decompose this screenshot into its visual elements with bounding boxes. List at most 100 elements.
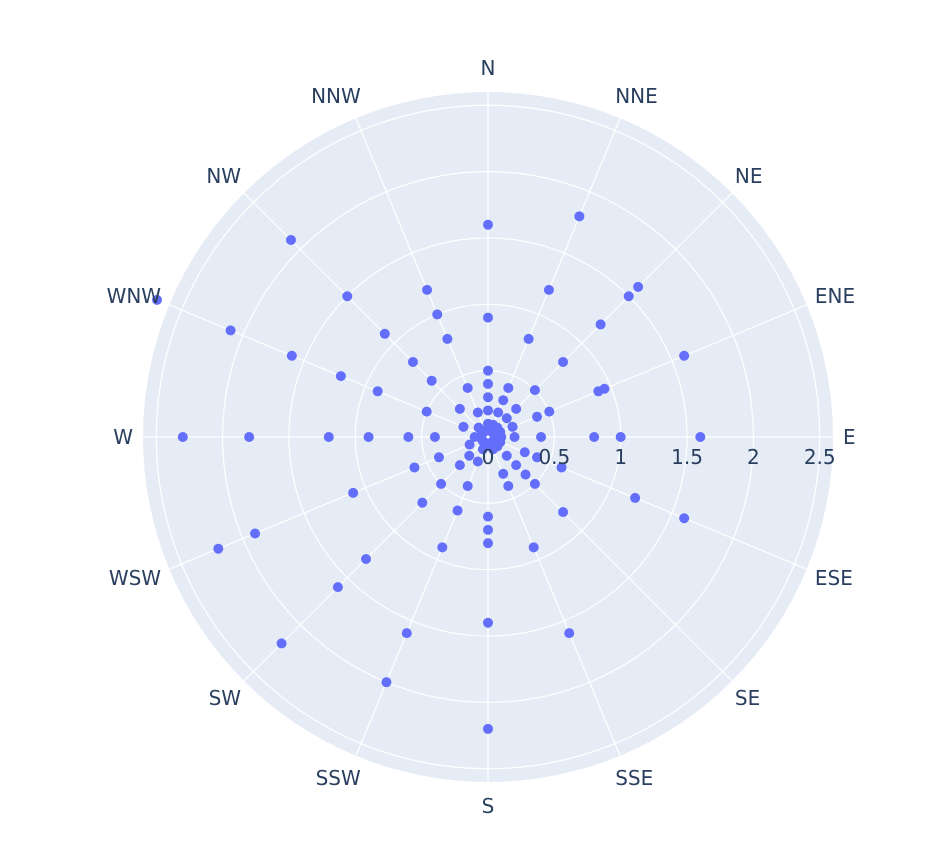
data-point <box>458 421 469 432</box>
data-point <box>250 528 261 539</box>
data-point <box>379 328 390 339</box>
data-point <box>589 432 600 442</box>
direction-label: N <box>481 56 496 80</box>
data-point <box>335 371 346 382</box>
angular-grid-line <box>487 192 733 438</box>
data-point <box>477 444 488 455</box>
data-point <box>695 432 706 442</box>
data-point <box>529 478 540 489</box>
radial-tick-label: 2.5 <box>804 445 836 469</box>
data-point <box>348 487 359 498</box>
data-point <box>483 617 493 628</box>
data-point <box>177 432 188 442</box>
data-point <box>503 481 514 492</box>
data-point <box>407 356 418 367</box>
data-point <box>595 319 606 330</box>
direction-label: WNW <box>107 284 162 308</box>
data-point <box>276 638 287 649</box>
data-point <box>152 294 163 305</box>
data-point <box>285 234 296 245</box>
angular-grid-line <box>169 304 489 438</box>
angular-grid-line <box>243 192 489 438</box>
data-point <box>503 382 514 393</box>
data-point <box>454 460 465 471</box>
direction-label: E <box>843 425 856 449</box>
data-point <box>342 291 353 302</box>
data-point <box>544 406 555 417</box>
data-point <box>501 413 512 424</box>
data-point <box>558 507 569 518</box>
data-point <box>543 284 554 295</box>
direction-label: WSW <box>109 566 161 590</box>
data-point <box>556 462 567 473</box>
data-point <box>426 375 437 386</box>
data-point <box>381 677 392 688</box>
data-point <box>520 469 531 480</box>
direction-label: NW <box>206 164 241 188</box>
data-point <box>574 211 585 222</box>
data-point <box>432 309 443 320</box>
direction-label: SSW <box>316 766 361 790</box>
data-point <box>462 382 473 393</box>
data-point <box>213 543 224 554</box>
direction-label: SW <box>209 686 242 710</box>
direction-label: ENE <box>815 284 855 308</box>
data-point <box>507 421 518 432</box>
data-point <box>372 386 383 397</box>
direction-label: S <box>482 794 495 818</box>
data-point <box>422 284 433 295</box>
data-point <box>564 628 575 639</box>
direction-label: SE <box>735 686 760 710</box>
data-point <box>532 452 543 463</box>
data-point <box>454 403 465 414</box>
direction-label: ESE <box>815 566 853 590</box>
data-point <box>529 385 540 396</box>
data-point <box>498 395 509 406</box>
direction-label: NNE <box>615 84 658 108</box>
data-point <box>599 383 610 394</box>
data-point <box>498 468 509 479</box>
data-point <box>442 333 453 344</box>
data-point <box>332 582 343 593</box>
data-point <box>483 538 493 549</box>
data-point <box>417 497 428 508</box>
radial-tick-label: 1 <box>614 445 627 469</box>
data-point <box>464 439 475 450</box>
data-point <box>472 407 483 418</box>
data-point <box>523 333 534 344</box>
data-point <box>429 432 440 442</box>
data-point <box>483 392 493 403</box>
radial-tick-label: 2 <box>747 445 760 469</box>
data-point <box>558 356 569 367</box>
data-point <box>286 350 297 361</box>
data-point <box>225 325 236 336</box>
data-point <box>403 432 414 442</box>
radial-tick-label: 0 <box>482 445 495 469</box>
data-point <box>361 553 372 564</box>
data-point <box>615 432 626 442</box>
data-point <box>519 447 530 458</box>
data-point <box>630 492 641 503</box>
direction-label: NNW <box>311 84 361 108</box>
data-point <box>452 505 463 516</box>
data-point <box>483 524 493 535</box>
data-point <box>623 291 634 302</box>
data-point <box>323 432 334 442</box>
data-point <box>493 407 504 418</box>
direction-label: SSE <box>615 766 653 790</box>
data-point <box>633 281 644 292</box>
data-point <box>421 406 432 417</box>
data-point <box>462 481 473 492</box>
radial-tick-label: 0.5 <box>538 445 570 469</box>
data-point <box>679 350 690 361</box>
data-point <box>532 411 543 422</box>
data-point <box>472 456 483 467</box>
data-point <box>433 452 444 463</box>
data-point <box>480 425 491 436</box>
data-point <box>483 365 493 376</box>
data-point <box>483 312 493 323</box>
data-point <box>483 405 493 416</box>
radial-tick-label: 1.5 <box>671 445 703 469</box>
data-point <box>363 432 374 442</box>
